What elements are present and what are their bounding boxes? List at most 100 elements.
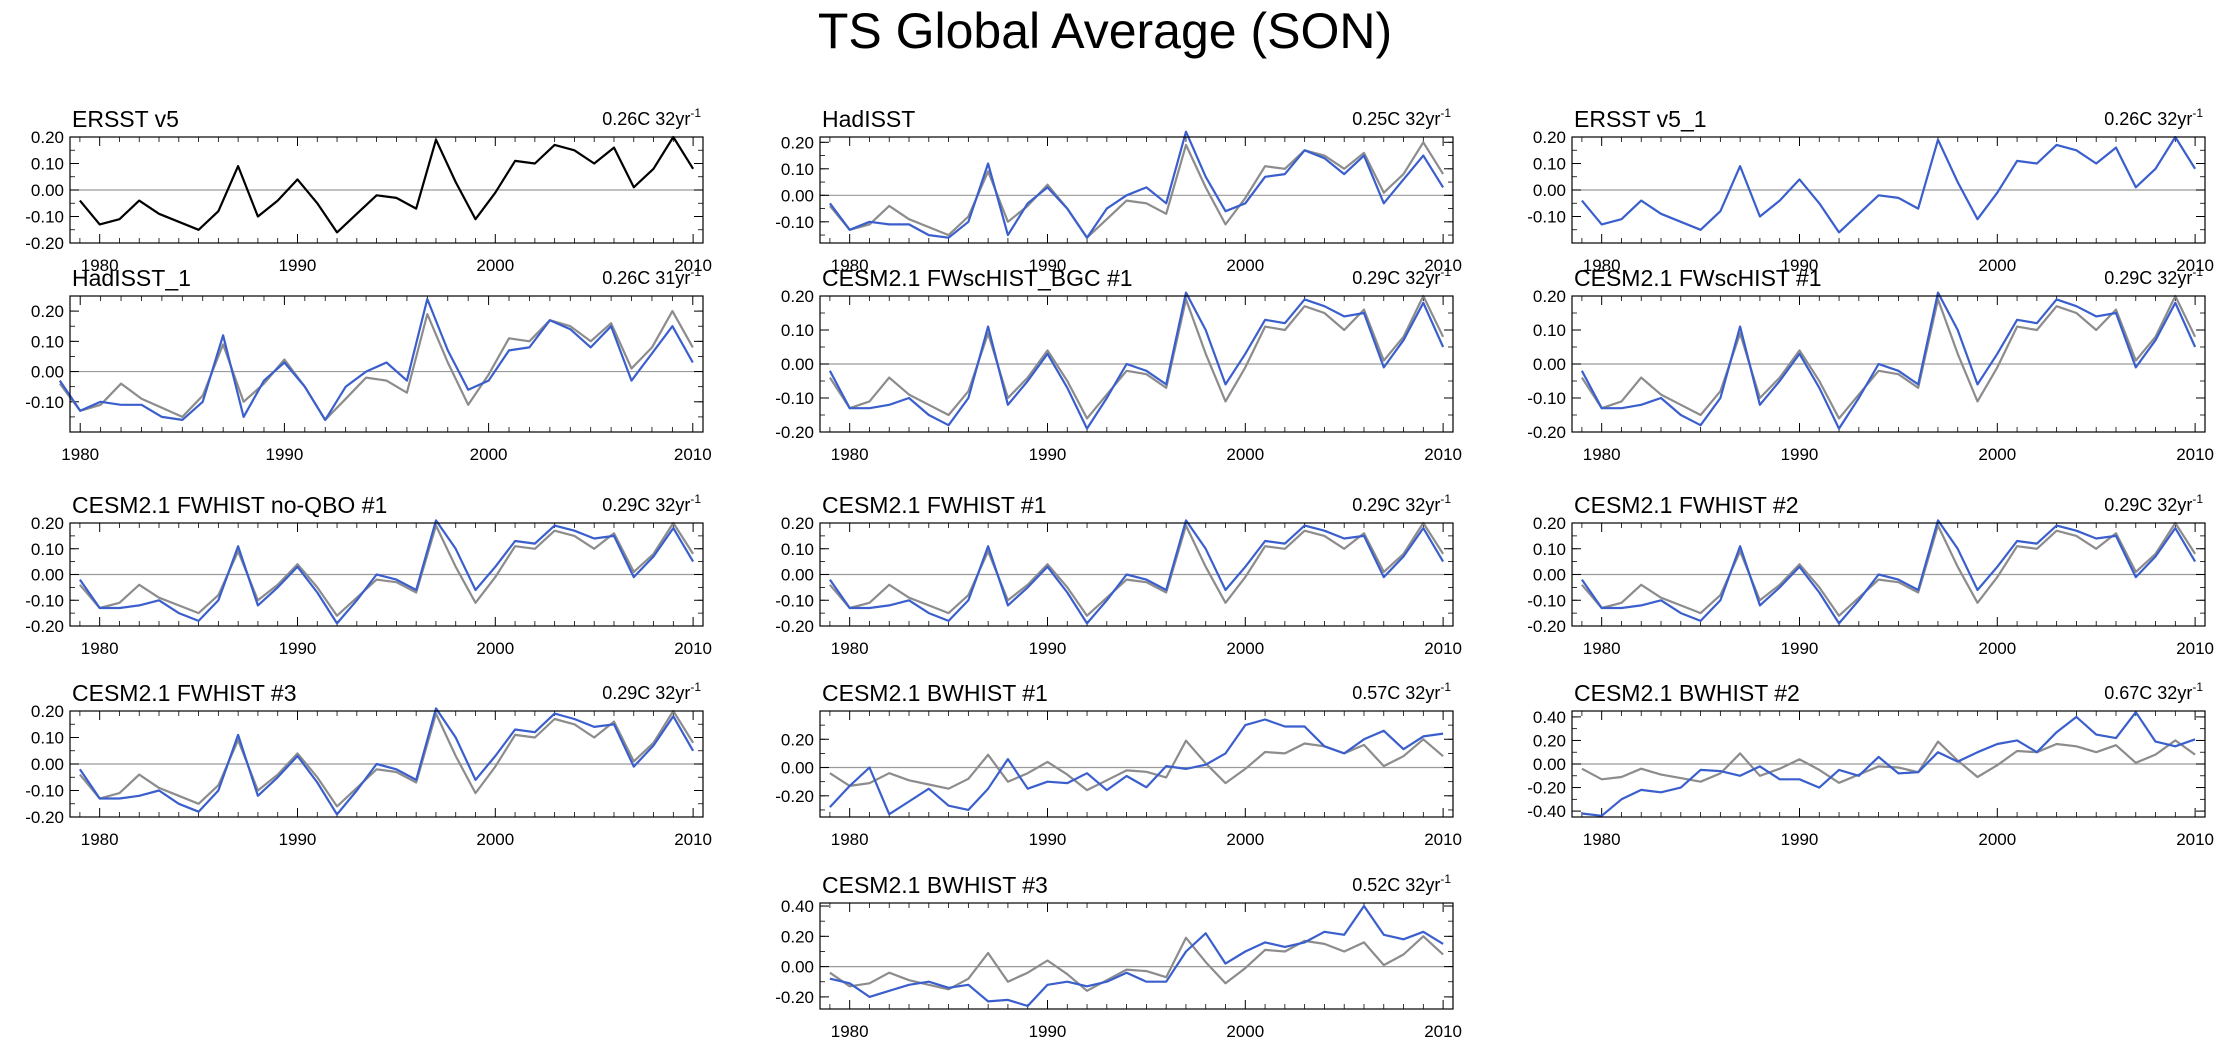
series-line [1580,291,2197,430]
plot-frame [69,710,704,818]
plot-frame [819,902,1454,1010]
trend-value: 0.25C 32yr [1352,109,1440,129]
panel-title: CESM2.1 FWHIST #1 [822,492,1047,518]
x-tick-label: 1990 [1781,445,1819,464]
trend-value: 0.29C 32yr [1352,495,1440,515]
y-tick-label: 0.20 [31,514,64,533]
trend-value: 0.26C 32yr [2104,109,2192,129]
x-tick-label: 1990 [1029,256,1067,275]
y-tick-label: 0.10 [1533,321,1566,340]
y-tick-label: -0.10 [25,591,64,610]
trend-value: 0.26C 32yr [602,109,690,129]
y-tick-label: 0.20 [781,927,814,946]
y-tick-label: 0.10 [1533,155,1566,174]
y-tick-label: 0.00 [781,958,814,977]
y-tick-label: -0.20 [1527,423,1566,442]
series-line [78,519,695,625]
y-tick-label: 0.20 [31,702,64,721]
panel-title: CESM2.1 BWHIST #1 [822,680,1048,706]
y-tick-label: 0.10 [31,729,64,748]
trend-label: 0.29C 32yr-1 [2104,492,2203,515]
y-tick-label: 0.00 [31,363,64,382]
plot-frame [819,295,1454,433]
trend-value: 0.29C 32yr [1352,268,1440,288]
x-tick-label: 2000 [1978,445,2016,464]
trend-value: 0.29C 32yr [602,683,690,703]
series-line [1581,135,2197,234]
reference-series-line [1580,294,2197,420]
x-tick-label: 1990 [1029,639,1067,658]
y-tick-label: -0.20 [775,787,814,806]
panel-title: HadISST_1 [72,265,191,291]
y-tick-label: 0.20 [1533,514,1566,533]
reference-series-line [79,521,695,617]
trend-exponent: -1 [1440,265,1451,279]
y-tick-label: 0.10 [781,540,814,559]
y-tick-label: -0.10 [1527,591,1566,610]
trend-value: 0.29C 32yr [2104,495,2192,515]
y-tick-label: 0.00 [1533,755,1566,774]
panel-1: ERSST v5 0.26C 32yr-1 -0.20 -0.10 0.00 0.10 0.… [25,106,712,275]
trend-exponent: -1 [2192,680,2203,694]
y-tick-label: 0.00 [31,181,64,200]
x-tick-label: 2000 [476,639,514,658]
x-tick-label: 2010 [1424,256,1462,275]
y-tick-label: 0.20 [781,287,814,306]
trend-label: 0.52C 32yr-1 [1352,872,1451,895]
trend-exponent: -1 [1440,106,1451,120]
panel-title: CESM2.1 BWHIST #2 [1574,680,1800,706]
y-tick-label: 0.00 [1533,566,1566,585]
y-tick-label: 0.20 [781,133,814,152]
plot-frame [819,522,1454,627]
trend-label: 0.26C 31yr-1 [602,265,701,288]
y-tick-label: 0.20 [31,128,64,147]
panel-8: CESM2.1 FWHIST #1 0.29C 32yr-1 -0.20 -0.10 0… [775,492,1462,658]
panel-title: ERSST v5 [72,106,179,132]
x-tick-label: 1980 [831,1022,869,1041]
y-tick-label: 0.40 [1533,708,1566,727]
x-tick-label: 2000 [476,256,514,275]
trend-exponent: -1 [690,265,701,279]
y-tick-label: -0.20 [775,988,814,1007]
panel-2: HadISST 0.25C 32yr-1 -0.10 0.00 0.10 0.20 1980… [775,106,1462,275]
y-tick-label: -0.10 [775,213,814,232]
panel-5: CESM2.1 FWscHIST_BGC #1 0.29C 32yr-1 -0.20… [775,265,1462,464]
y-tick-label: -0.20 [1527,779,1566,798]
trend-label: 0.29C 32yr-1 [1352,265,1451,288]
panel-4: HadISST_1 0.26C 31yr-1 -0.10 0.00 0.10 0.20 19… [25,265,711,464]
series-line [829,130,1445,239]
x-tick-label: 2000 [1226,639,1264,658]
y-tick-label: -0.20 [1527,617,1566,636]
x-tick-label: 2000 [476,830,514,849]
plot-frame [819,136,1454,244]
figure-title: TS Global Average (SON) [817,3,1393,59]
trend-exponent: -1 [1440,680,1451,694]
panel-6: CESM2.1 FWscHIST #1 0.29C 32yr-1 -0.20 -0.1… [1527,265,2214,464]
y-tick-label: 0.20 [31,302,64,321]
y-tick-label: 0.00 [781,759,814,778]
reference-series-line [58,310,694,421]
panel-title: ERSST v5_1 [1574,106,1707,132]
y-tick-label: 0.00 [781,186,814,205]
x-tick-label: 1990 [279,639,317,658]
y-tick-label: 0.00 [1533,181,1566,200]
trend-value: 0.29C 32yr [602,495,690,515]
plot-frame [1571,136,2206,244]
trend-exponent: -1 [690,680,701,694]
y-tick-label: -0.20 [775,617,814,636]
panel-11: CESM2.1 BWHIST #1 0.57C 32yr-1 -0.20 0.00 0.… [775,680,1462,849]
series-line [58,297,694,421]
plot-frame [69,136,704,244]
y-tick-label: -0.10 [25,782,64,801]
reference-series-line [829,141,1445,239]
x-tick-label: 2000 [470,445,508,464]
y-tick-label: 0.00 [31,755,64,774]
trend-label: 0.29C 32yr-1 [2104,265,2203,288]
y-tick-label: 0.00 [31,566,64,585]
trend-label: 0.26C 32yr-1 [602,106,701,129]
panel-title: HadISST [822,106,915,132]
x-tick-label: 1980 [831,830,869,849]
x-tick-label: 1990 [279,256,317,275]
series-line [78,707,695,816]
